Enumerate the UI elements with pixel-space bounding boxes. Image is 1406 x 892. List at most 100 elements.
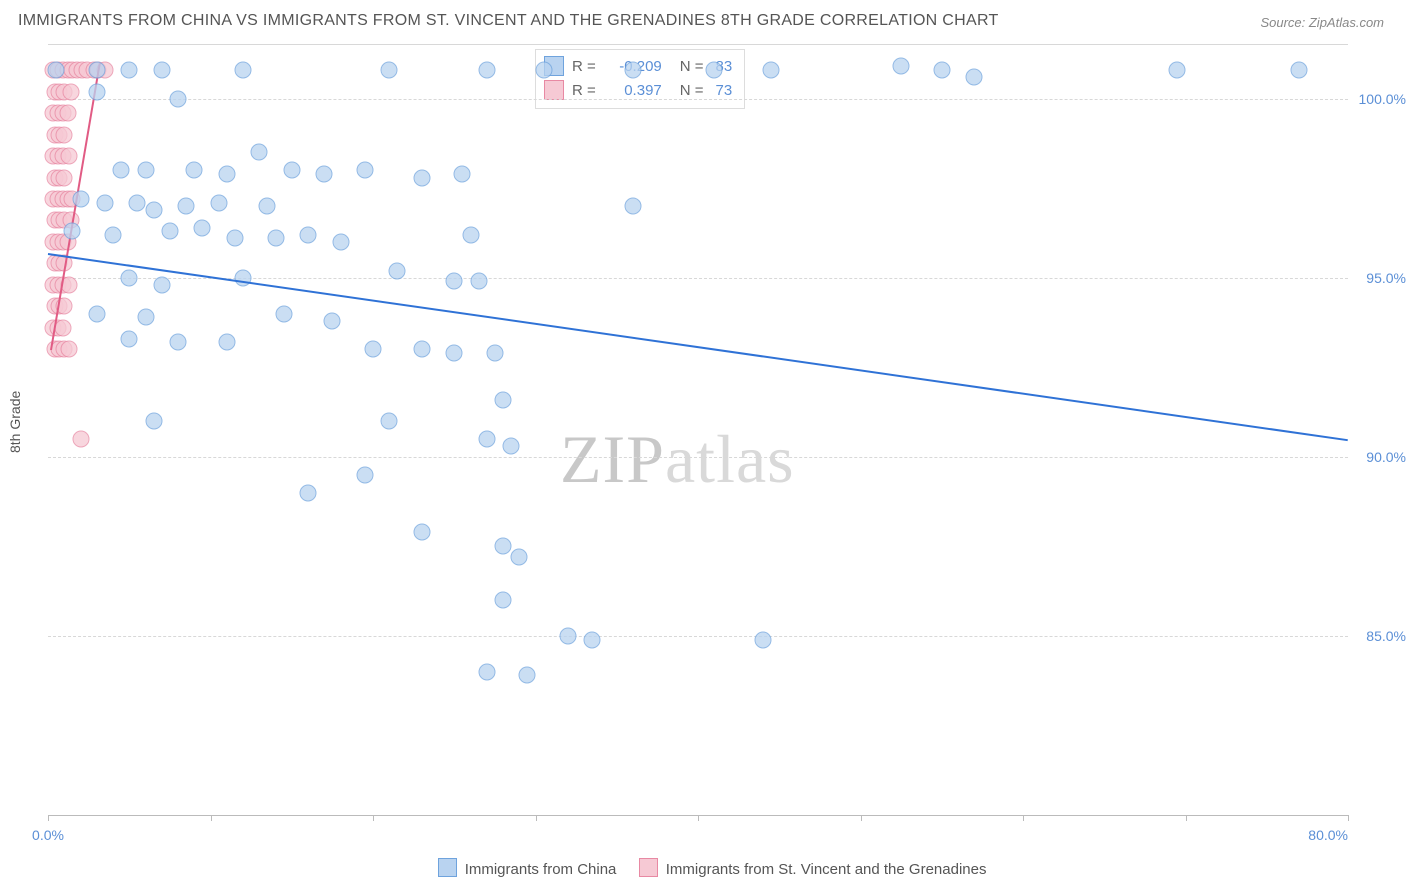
n-label: N = xyxy=(680,58,704,75)
r-label: R = xyxy=(572,58,596,75)
swatch-svg xyxy=(544,80,564,100)
scatter-point-china xyxy=(210,194,227,211)
scatter-point-china xyxy=(356,162,373,179)
scatter-point-china xyxy=(933,62,950,79)
scatter-point-china xyxy=(316,165,333,182)
scatter-point-china xyxy=(519,667,536,684)
scatter-point-china xyxy=(170,90,187,107)
n-value-b: 73 xyxy=(716,82,733,99)
scatter-chart: R = -0.209 N = 83 R = 0.397 N = 73 85.0%… xyxy=(48,44,1348,816)
x-tick xyxy=(861,815,862,821)
scatter-point-svg xyxy=(61,148,78,165)
scatter-point-china xyxy=(389,262,406,279)
y-tick-label: 85.0% xyxy=(1366,628,1406,644)
scatter-point-china xyxy=(88,62,105,79)
x-tick xyxy=(1348,815,1349,821)
legend-label-b: Immigrants from St. Vincent and the Gren… xyxy=(666,861,987,878)
scatter-point-china xyxy=(763,62,780,79)
scatter-point-china xyxy=(153,276,170,293)
swatch-china-icon xyxy=(438,858,457,877)
scatter-point-china xyxy=(153,62,170,79)
scatter-point-china xyxy=(462,226,479,243)
scatter-point-china xyxy=(137,309,154,326)
legend-label-a: Immigrants from China xyxy=(465,861,617,878)
x-tick xyxy=(1186,815,1187,821)
scatter-point-china xyxy=(413,169,430,186)
gridline xyxy=(48,99,1348,100)
x-tick xyxy=(48,815,49,821)
swatch-svg-icon xyxy=(639,858,658,877)
scatter-point-china xyxy=(121,62,138,79)
y-tick-label: 90.0% xyxy=(1366,449,1406,465)
scatter-point-china xyxy=(300,226,317,243)
x-tick xyxy=(536,815,537,821)
scatter-point-china xyxy=(706,62,723,79)
scatter-point-china xyxy=(88,305,105,322)
x-tick xyxy=(1023,815,1024,821)
n-label: N = xyxy=(680,82,704,99)
scatter-point-china xyxy=(275,305,292,322)
scatter-point-china xyxy=(560,627,577,644)
scatter-point-china xyxy=(446,273,463,290)
scatter-point-china xyxy=(381,62,398,79)
scatter-point-china xyxy=(161,223,178,240)
scatter-point-china xyxy=(324,312,341,329)
scatter-point-china xyxy=(486,345,503,362)
gridline xyxy=(48,636,1348,637)
scatter-point-china xyxy=(446,345,463,362)
correlation-legend: R = -0.209 N = 83 R = 0.397 N = 73 xyxy=(535,49,745,109)
scatter-point-svg xyxy=(61,341,78,358)
scatter-point-china xyxy=(226,230,243,247)
scatter-point-china xyxy=(186,162,203,179)
scatter-point-svg xyxy=(56,169,73,186)
scatter-point-china xyxy=(495,391,512,408)
scatter-point-china xyxy=(470,273,487,290)
scatter-point-china xyxy=(495,592,512,609)
scatter-point-china xyxy=(893,58,910,75)
scatter-point-china xyxy=(251,144,268,161)
scatter-point-china xyxy=(300,484,317,501)
scatter-point-china xyxy=(1291,62,1308,79)
y-tick-label: 100.0% xyxy=(1359,91,1406,107)
scatter-point-china xyxy=(511,549,528,566)
scatter-point-china xyxy=(194,219,211,236)
scatter-point-china xyxy=(478,430,495,447)
scatter-point-china xyxy=(88,83,105,100)
scatter-point-china xyxy=(625,198,642,215)
scatter-point-china xyxy=(105,226,122,243)
scatter-point-china xyxy=(218,165,235,182)
scatter-point-china xyxy=(129,194,146,211)
scatter-point-china xyxy=(121,330,138,347)
scatter-point-china xyxy=(584,631,601,648)
r-value-b: 0.397 xyxy=(608,82,662,99)
scatter-point-china xyxy=(72,191,89,208)
y-tick-label: 95.0% xyxy=(1366,270,1406,286)
y-axis-label: 8th Grade xyxy=(7,391,23,453)
scatter-point-svg xyxy=(62,83,79,100)
scatter-point-china xyxy=(259,198,276,215)
source-label: Source: ZipAtlas.com xyxy=(1260,15,1384,30)
scatter-point-china xyxy=(96,194,113,211)
x-tick xyxy=(211,815,212,821)
scatter-point-china xyxy=(235,62,252,79)
scatter-point-china xyxy=(356,466,373,483)
scatter-point-china xyxy=(48,62,65,79)
gridline xyxy=(48,457,1348,458)
x-tick-label: 80.0% xyxy=(1308,827,1348,843)
scatter-point-svg xyxy=(56,126,73,143)
scatter-point-china xyxy=(755,631,772,648)
trend-line-china xyxy=(48,253,1348,441)
scatter-point-china xyxy=(178,198,195,215)
scatter-point-china xyxy=(267,230,284,247)
chart-title: IMMIGRANTS FROM CHINA VS IMMIGRANTS FROM… xyxy=(18,12,999,30)
scatter-point-svg xyxy=(59,105,76,122)
scatter-point-china xyxy=(625,62,642,79)
r-label: R = xyxy=(572,82,596,99)
scatter-point-china xyxy=(113,162,130,179)
scatter-point-china xyxy=(137,162,154,179)
scatter-point-china xyxy=(121,269,138,286)
x-tick xyxy=(373,815,374,821)
scatter-point-china xyxy=(478,62,495,79)
scatter-point-china xyxy=(1169,62,1186,79)
scatter-point-china xyxy=(381,413,398,430)
